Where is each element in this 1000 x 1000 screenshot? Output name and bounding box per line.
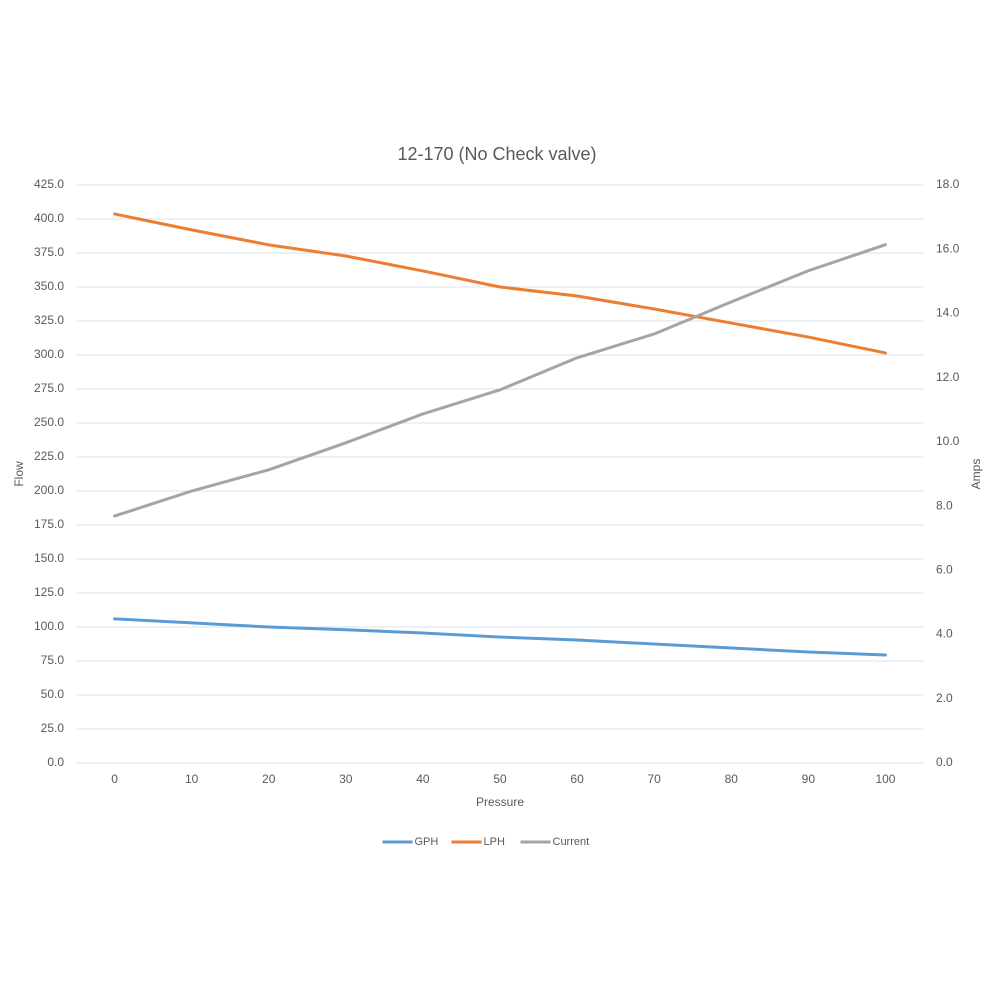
y2-tick-label: 2.0 (936, 691, 953, 705)
y-tick-label: 275.0 (34, 381, 64, 395)
legend-label: GPH (415, 836, 439, 848)
x-tick-label: 20 (262, 772, 276, 786)
series-line (113, 243, 887, 518)
x-tick-label: 50 (493, 772, 507, 786)
y2-tick-label: 16.0 (936, 241, 960, 255)
y-tick-label: 150.0 (34, 551, 64, 565)
x-tick-label: 80 (725, 772, 739, 786)
y-tick-label: 250.0 (34, 415, 64, 429)
x-tick-label: 30 (339, 772, 353, 786)
y2-axis-title: Amps (969, 459, 983, 490)
y-tick-label: 400.0 (34, 211, 64, 225)
y2-tick-label: 10.0 (936, 434, 960, 448)
y-tick-label: 350.0 (34, 279, 64, 293)
series-line (113, 617, 887, 657)
y-tick-label: 300.0 (34, 347, 64, 361)
legend-label: Current (553, 836, 590, 848)
y2-tick-label: 12.0 (936, 370, 960, 384)
x-tick-label: 70 (648, 772, 662, 786)
y-tick-label: 200.0 (34, 483, 64, 497)
x-tick-label: 10 (185, 772, 199, 786)
x-axis-title: Pressure (476, 795, 524, 809)
y-axis-title: Flow (12, 461, 26, 487)
y-tick-label: 25.0 (41, 721, 65, 735)
x-tick-label: 0 (111, 772, 118, 786)
series-line (113, 212, 887, 355)
y-tick-label: 100.0 (34, 619, 64, 633)
y-tick-label: 375.0 (34, 245, 64, 259)
y-tick-label: 325.0 (34, 313, 64, 327)
y2-tick-label: 18.0 (936, 177, 960, 191)
chart-title: 12-170 (No Check valve) (397, 144, 596, 164)
x-tick-label: 90 (802, 772, 816, 786)
y2-tick-label: 0.0 (936, 755, 953, 769)
y2-tick-label: 6.0 (936, 563, 953, 577)
x-tick-label: 60 (570, 772, 584, 786)
y-tick-label: 0.0 (47, 755, 64, 769)
y-tick-label: 50.0 (41, 687, 65, 701)
y2-tick-label: 8.0 (936, 498, 953, 512)
y-tick-label: 175.0 (34, 517, 64, 531)
y-tick-label: 125.0 (34, 585, 64, 599)
y-tick-label: 225.0 (34, 449, 64, 463)
x-tick-label: 100 (875, 772, 895, 786)
y2-tick-label: 4.0 (936, 627, 953, 641)
legend-label: LPH (484, 836, 505, 848)
y2-tick-label: 14.0 (936, 306, 960, 320)
y-tick-label: 75.0 (41, 653, 65, 667)
y-tick-label: 425.0 (34, 177, 64, 191)
x-tick-label: 40 (416, 772, 430, 786)
